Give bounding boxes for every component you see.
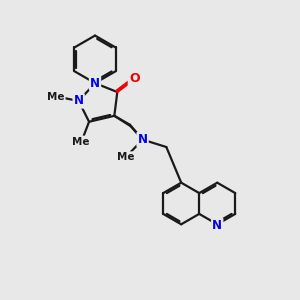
Text: N: N [90,76,100,90]
Text: O: O [129,73,140,85]
Text: Me: Me [47,92,64,102]
Text: Me: Me [118,152,135,162]
Text: N: N [74,94,84,107]
Text: N: N [212,219,222,232]
Text: Me: Me [72,137,89,147]
Text: N: N [138,133,148,146]
